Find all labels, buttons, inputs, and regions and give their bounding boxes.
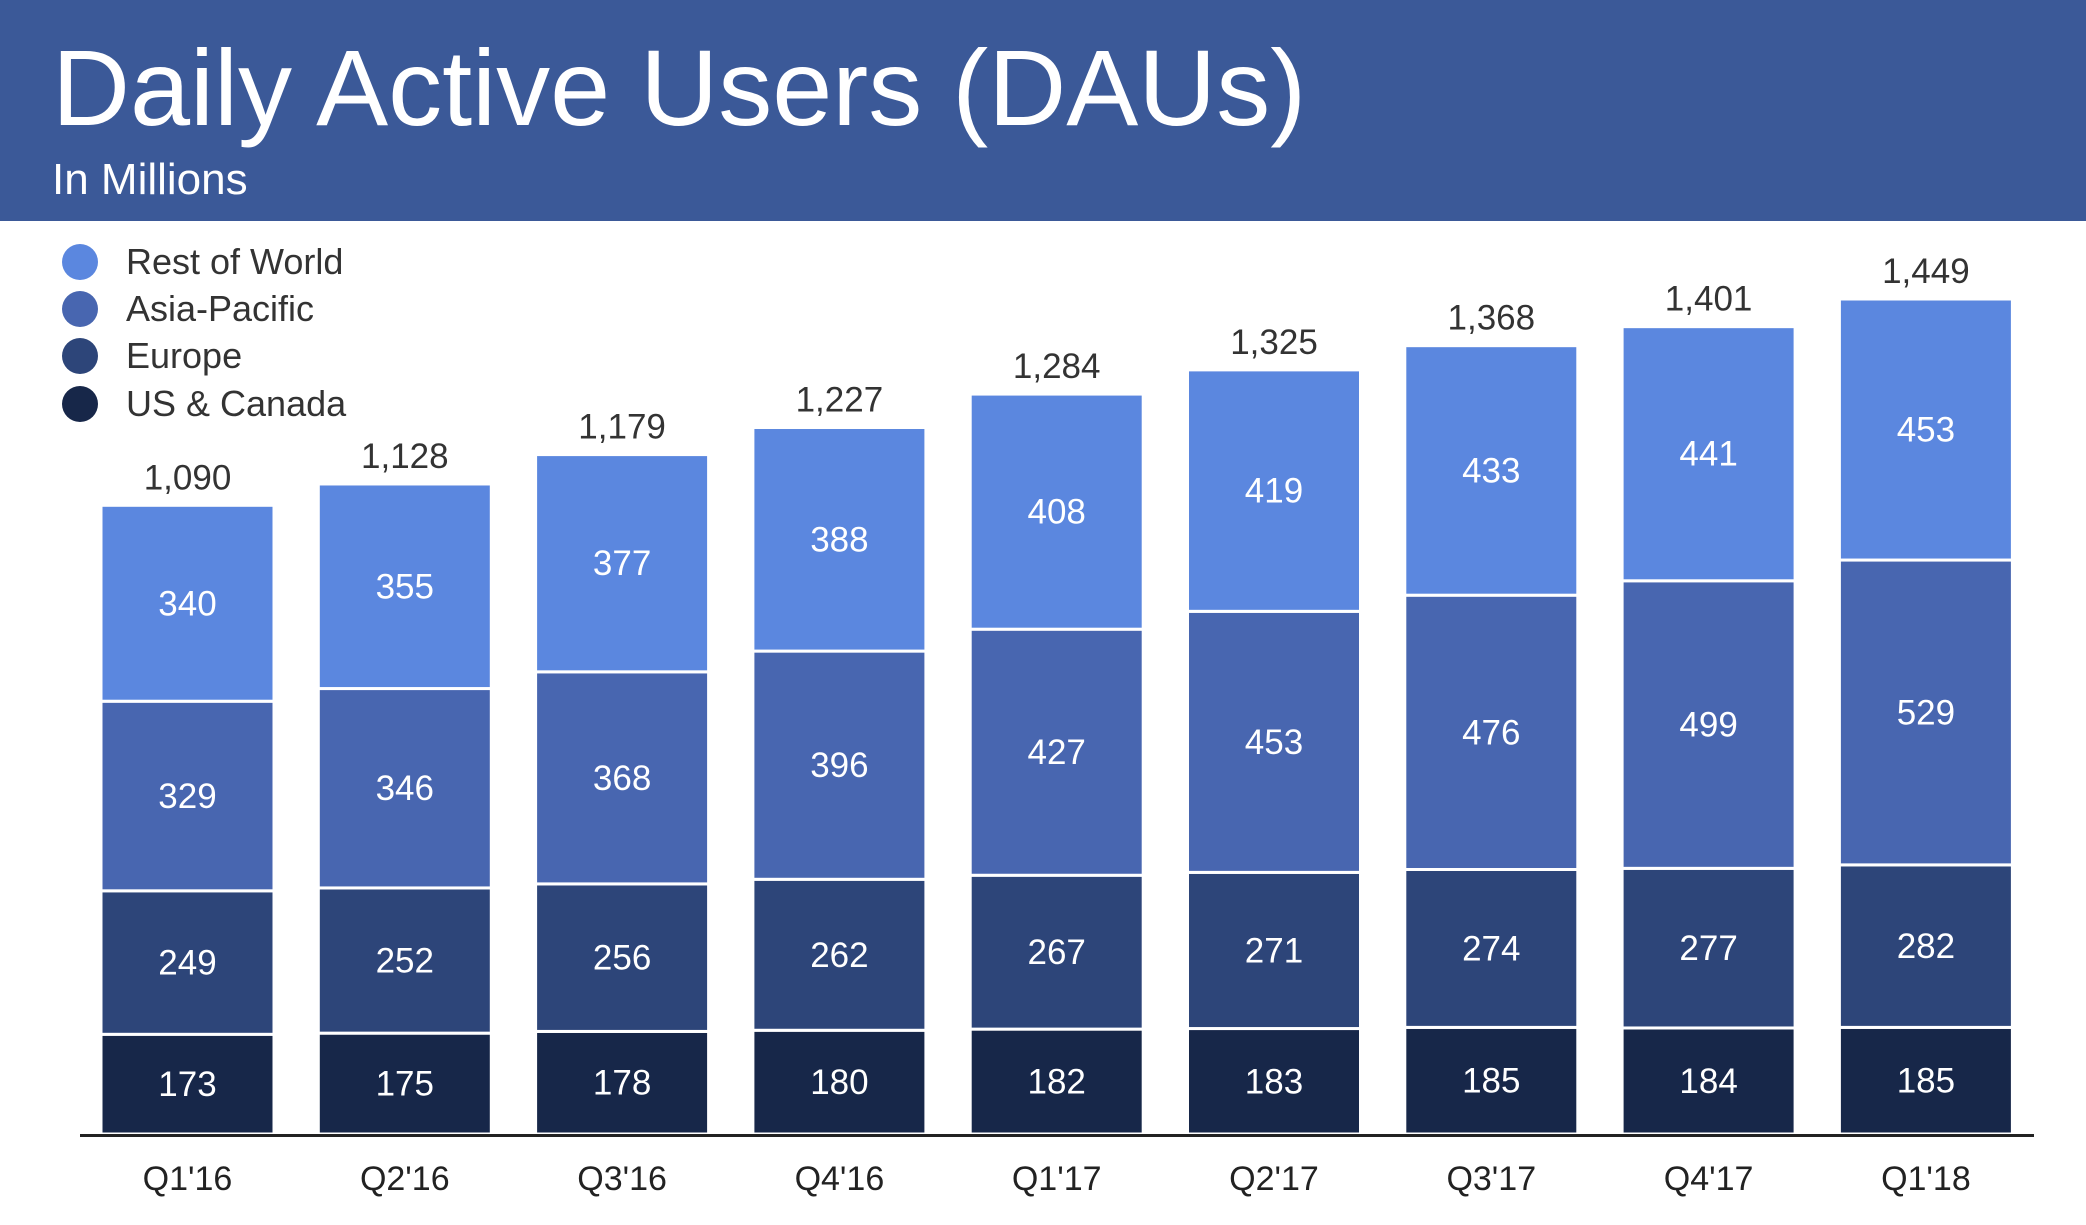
data-label-europe-q3-17: 274	[1462, 929, 1520, 968]
data-label-us-and-canada-q1-18: 185	[1897, 1062, 1955, 1101]
bar-segment-asia-pacific-q1-18	[1837, 558, 2014, 867]
bar-segment-rest-of-world-q4-17	[1620, 325, 1797, 583]
x-tick-label-q1-17: Q1'17	[1012, 1160, 1102, 1198]
legend-label-rest-of-world: Rest of World	[126, 241, 344, 282]
total-label-q2-17: 1,325	[1230, 323, 1318, 362]
data-label-asia-pacific-q2-16: 346	[376, 769, 434, 808]
legend-swatch-europe	[62, 338, 98, 374]
data-label-europe-q4-17: 277	[1679, 929, 1737, 968]
bar-segment-europe-q4-16	[751, 877, 928, 1032]
data-label-europe-q2-16: 252	[376, 942, 434, 981]
data-label-asia-pacific-q3-16: 368	[593, 759, 651, 798]
data-label-rest-of-world-q1-16: 340	[158, 584, 216, 623]
data-label-rest-of-world-q2-16: 355	[376, 567, 434, 606]
x-tick-label-q2-16: Q2'16	[360, 1160, 450, 1198]
bar-segment-rest-of-world-q1-16	[99, 503, 276, 703]
data-label-asia-pacific-q3-17: 476	[1462, 713, 1520, 752]
bar-segment-asia-pacific-q2-16	[316, 687, 493, 890]
data-label-europe-q4-16: 262	[810, 936, 868, 975]
data-label-asia-pacific-q1-18: 529	[1897, 693, 1955, 732]
legend-label-us-canada: US & Canada	[126, 383, 347, 424]
data-label-asia-pacific-q1-17: 427	[1027, 733, 1085, 772]
data-label-rest-of-world-q2-17: 419	[1245, 472, 1303, 511]
bar-segment-europe-q1-16	[99, 889, 276, 1036]
data-label-asia-pacific-q4-17: 499	[1679, 706, 1737, 745]
page-title: Daily Active Users (DAUs)	[52, 27, 1307, 148]
bar-segment-europe-q4-17	[1620, 866, 1797, 1030]
x-tick-label-q2-17: Q2'17	[1229, 1160, 1319, 1198]
data-label-us-and-canada-q3-17: 185	[1462, 1062, 1520, 1101]
bar-segment-asia-pacific-q4-16	[751, 649, 928, 881]
data-label-asia-pacific-q4-16: 396	[810, 746, 868, 785]
data-label-rest-of-world-q3-17: 433	[1462, 451, 1520, 490]
data-label-us-and-canada-q4-16: 180	[810, 1063, 868, 1102]
total-label-q1-17: 1,284	[1013, 347, 1101, 386]
data-label-asia-pacific-q2-17: 453	[1245, 723, 1303, 762]
header-banner: Daily Active Users (DAUs) In Millions	[0, 0, 2086, 221]
x-tick-label-q4-17: Q4'17	[1664, 1160, 1754, 1198]
data-label-rest-of-world-q3-16: 377	[593, 544, 651, 583]
data-label-us-and-canada-q1-17: 182	[1027, 1063, 1085, 1102]
bar-segment-us-and-canada-q3-16	[534, 1029, 711, 1136]
x-tick-label-q3-17: Q3'17	[1446, 1160, 1536, 1198]
bar-segment-rest-of-world-q2-17	[1186, 368, 1362, 613]
data-label-europe-q1-16: 249	[158, 944, 216, 983]
total-label-q2-16: 1,128	[361, 437, 449, 476]
total-label-q1-16: 1,090	[144, 458, 232, 497]
data-label-us-and-canada-q2-17: 183	[1245, 1062, 1303, 1101]
bar-segment-rest-of-world-q3-16	[534, 453, 711, 674]
bar-segment-rest-of-world-q3-17	[1403, 344, 1580, 597]
bar-segment-asia-pacific-q1-17	[968, 627, 1145, 877]
x-tick-label-q4-16: Q4'16	[795, 1160, 885, 1198]
bar-segment-europe-q2-17	[1186, 870, 1362, 1031]
bar-segment-us-and-canada-q2-16	[316, 1031, 493, 1136]
data-label-europe-q2-17: 271	[1245, 931, 1303, 970]
data-label-europe-q1-18: 282	[1897, 927, 1955, 966]
legend-label-europe: Europe	[126, 335, 243, 376]
x-tick-label-q1-18: Q1'18	[1881, 1160, 1971, 1198]
data-label-rest-of-world-q4-16: 388	[810, 520, 868, 559]
bar-segment-rest-of-world-q1-18	[1837, 297, 2014, 562]
total-label-q4-16: 1,227	[796, 381, 884, 420]
data-label-europe-q3-16: 256	[593, 939, 651, 978]
x-tick-label-q1-16: Q1'16	[143, 1160, 233, 1198]
data-label-us-and-canada-q2-16: 175	[376, 1065, 434, 1104]
bar-segment-us-and-canada-q1-16	[99, 1032, 276, 1136]
page-subtitle: In Millions	[52, 155, 248, 204]
bar-segment-europe-q1-18	[1837, 863, 2014, 1029]
bar-segment-europe-q3-16	[534, 882, 711, 1033]
total-label-q4-17: 1,401	[1665, 280, 1753, 319]
data-label-asia-pacific-q1-16: 329	[158, 777, 216, 816]
bar-segment-asia-pacific-q3-16	[534, 670, 711, 886]
legend-swatch-rest-of-world	[62, 244, 98, 280]
total-label-q1-18: 1,449	[1882, 252, 1970, 291]
data-label-us-and-canada-q1-16: 173	[158, 1065, 216, 1104]
total-label-q3-16: 1,179	[578, 408, 666, 447]
bar-segment-rest-of-world-q1-17	[968, 392, 1145, 631]
data-label-us-and-canada-q3-16: 178	[593, 1064, 651, 1103]
bar-segment-us-and-canada-q1-17	[968, 1027, 1145, 1136]
bar-segment-rest-of-world-q2-16	[316, 482, 493, 691]
legend-swatch-asia-pacific	[62, 291, 98, 327]
bar-segment-rest-of-world-q4-16	[751, 426, 928, 653]
bar-segment-asia-pacific-q4-17	[1620, 579, 1797, 870]
data-label-rest-of-world-q1-17: 408	[1027, 493, 1085, 532]
data-label-us-and-canada-q4-17: 184	[1679, 1062, 1737, 1101]
data-label-europe-q1-17: 267	[1027, 933, 1085, 972]
bar-segment-asia-pacific-q1-16	[99, 699, 276, 893]
legend-swatch-us-canada	[62, 386, 98, 422]
bar-segment-asia-pacific-q2-17	[1186, 609, 1362, 874]
data-label-rest-of-world-q1-18: 453	[1897, 411, 1955, 450]
bar-segment-europe-q1-17	[968, 873, 1145, 1031]
total-label-q3-17: 1,368	[1448, 299, 1536, 338]
x-tick-label-q3-16: Q3'16	[577, 1160, 667, 1198]
data-label-rest-of-world-q4-17: 441	[1679, 435, 1737, 474]
legend-label-asia-pacific: Asia-Pacific	[126, 288, 315, 329]
bar-segment-europe-q2-16	[316, 886, 493, 1035]
